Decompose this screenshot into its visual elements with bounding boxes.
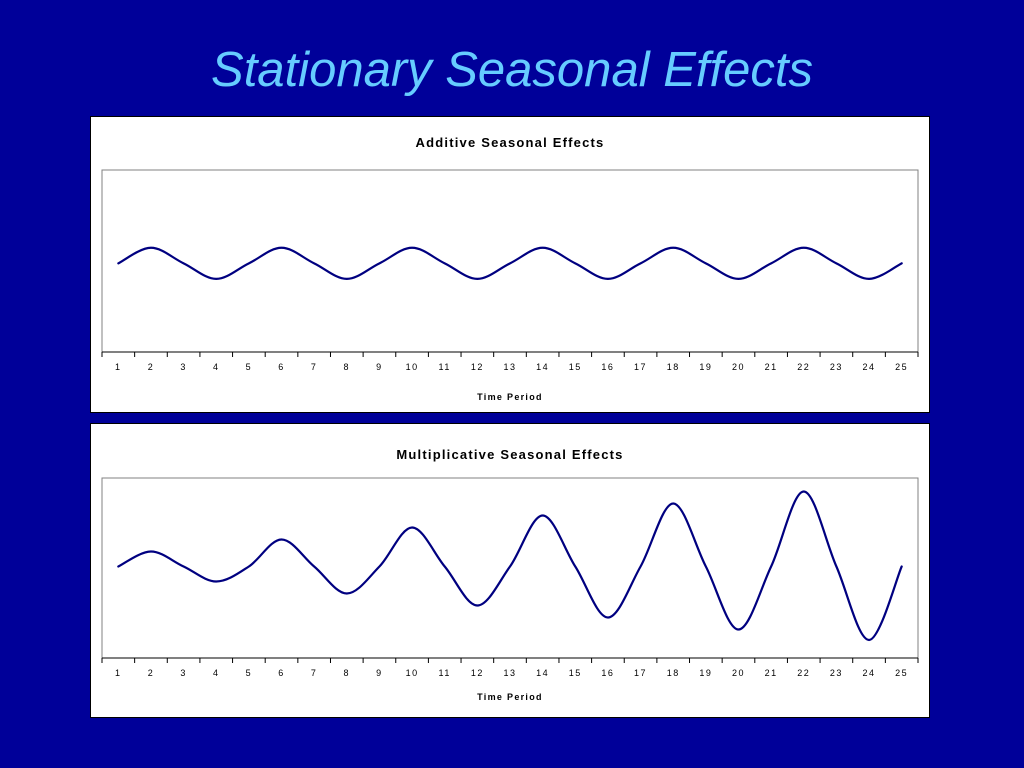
x-tick-label: 16 — [601, 668, 614, 678]
x-tick-label: 7 — [311, 362, 318, 372]
x-tick-label: 7 — [311, 668, 318, 678]
chart-title: Additive Seasonal Effects — [416, 135, 605, 150]
x-tick-label: 6 — [278, 362, 285, 372]
x-tick-label: 11 — [439, 362, 451, 372]
x-tick-label: 20 — [732, 668, 745, 678]
x-tick-label: 4 — [213, 362, 220, 372]
x-tick-label: 25 — [895, 362, 908, 372]
x-tick-label: 12 — [471, 668, 484, 678]
x-tick-label: 15 — [569, 362, 582, 372]
x-axis-label: Time Period — [477, 692, 543, 702]
x-tick-label: 16 — [601, 362, 614, 372]
x-tick-label: 8 — [344, 362, 351, 372]
x-tick-label: 10 — [406, 362, 419, 372]
x-tick-label: 8 — [344, 668, 351, 678]
multiplicative-chart-panel: Multiplicative Seasonal Effects 1 2 3 4 5 6 7 8 9… — [90, 423, 930, 718]
x-tick-label: 5 — [246, 362, 253, 372]
x-tick-label: 22 — [797, 668, 810, 678]
x-tick-label: 4 — [213, 668, 220, 678]
x-tick-label: 21 — [765, 668, 778, 678]
additive-chart-panel: Additive Seasonal Effects 1 2 3 4 5 6 7 8 9 10 11 12… — [90, 116, 930, 413]
x-tick-label: 22 — [797, 362, 810, 372]
x-tick-label: 18 — [667, 668, 680, 678]
x-tick-label: 17 — [634, 362, 647, 372]
x-tick-label: 2 — [148, 668, 155, 678]
x-tick-label: 15 — [569, 668, 582, 678]
x-tick-label: 14 — [536, 362, 549, 372]
x-tick-label: 6 — [278, 668, 285, 678]
x-tick-label: 23 — [830, 362, 843, 372]
x-tick-label: 1 — [115, 668, 122, 678]
x-tick-label: 9 — [376, 362, 383, 372]
chart-title: Multiplicative Seasonal Effects — [396, 447, 623, 462]
x-tick-label: 2 — [148, 362, 155, 372]
slide-title: Stationary Seasonal Effects — [211, 43, 813, 97]
x-tick-label: 5 — [246, 668, 253, 678]
x-tick-label: 13 — [503, 668, 516, 678]
x-tick-label: 18 — [667, 362, 680, 372]
x-tick-label: 3 — [180, 362, 187, 372]
x-axis-label: Time Period — [477, 392, 543, 402]
x-tick-label: 9 — [376, 668, 383, 678]
x-tick-label: 19 — [699, 668, 712, 678]
x-tick-label: 10 — [406, 668, 419, 678]
series-line — [117, 246, 903, 280]
x-tick-label: 19 — [699, 362, 712, 372]
series-line — [117, 490, 903, 642]
x-tick-label: 12 — [471, 362, 484, 372]
x-tick-label: 14 — [536, 668, 549, 678]
x-tick-label: 11 — [439, 668, 451, 678]
x-tick-label: 20 — [732, 362, 745, 372]
x-tick-label: 1 — [115, 362, 122, 372]
x-tick-label: 24 — [863, 362, 876, 372]
plot-area — [101, 169, 919, 353]
x-tick-label: 3 — [180, 668, 187, 678]
x-tick-label: 25 — [895, 668, 908, 678]
x-tick-label: 17 — [634, 668, 647, 678]
x-tick-label: 21 — [765, 362, 778, 372]
x-tick-label: 13 — [503, 362, 516, 372]
x-tick-label: 23 — [830, 668, 843, 678]
x-tick-label: 24 — [863, 668, 876, 678]
